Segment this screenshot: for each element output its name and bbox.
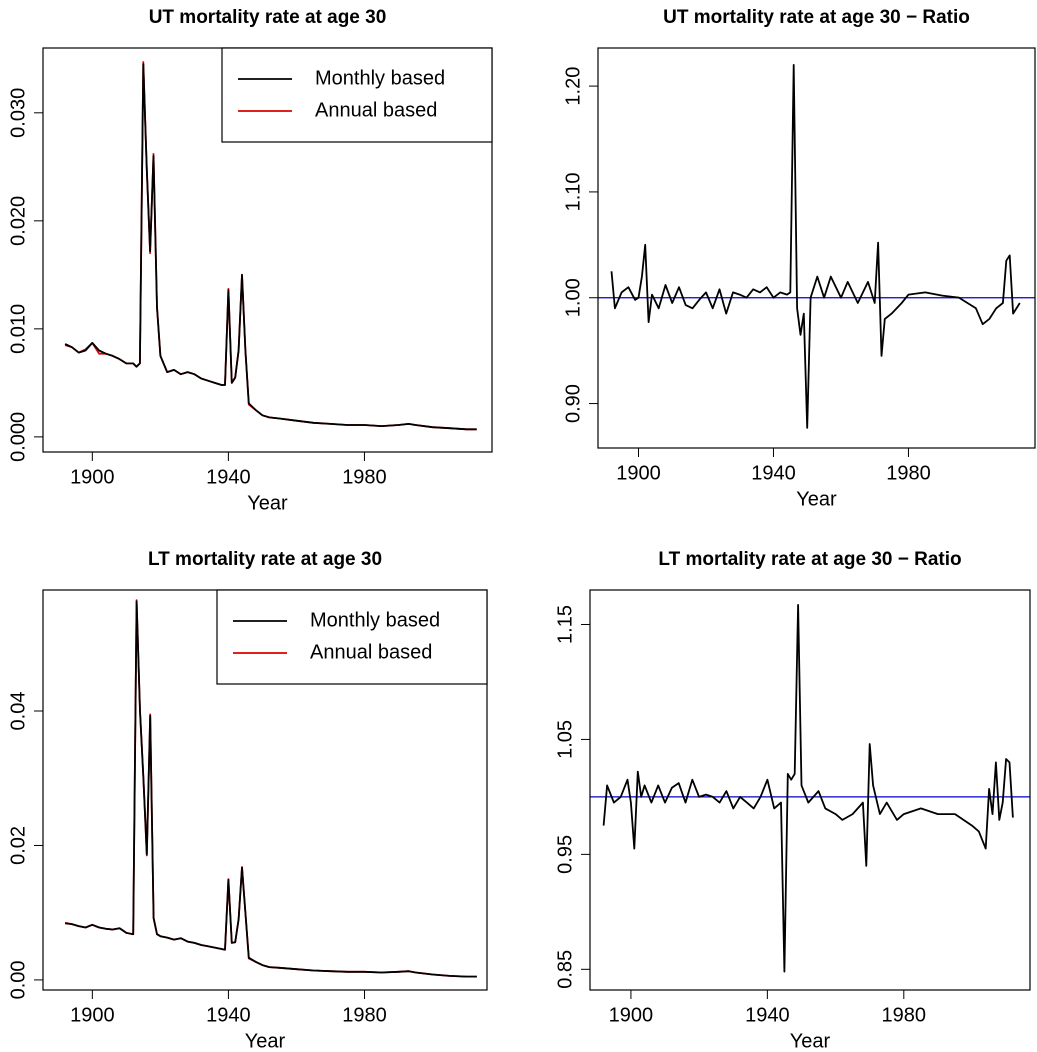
plot-frame xyxy=(589,589,1031,991)
panel-title: UT mortality rate at age 30 − Ratio xyxy=(663,7,970,28)
y-tick-label: 0.030 xyxy=(7,88,29,138)
y-tick-label: 1.15 xyxy=(554,605,576,644)
panel: LT mortality rate at age 30 Year 1900 1940 1… xyxy=(7,549,488,1052)
plot-frame xyxy=(597,47,1036,449)
x-tick-label: 1900 xyxy=(616,462,661,484)
y-tick-label: 0.020 xyxy=(7,196,29,246)
panel: LT mortality rate at age 30 − RatioYear1… xyxy=(554,549,1031,1052)
y-tick-label: 0.000 xyxy=(7,412,29,462)
x-axis-label: Year xyxy=(796,488,837,510)
y-tick-label: 1.10 xyxy=(562,172,584,211)
x-tick-label: 1940 xyxy=(751,462,796,484)
y-tick-label: 0.00 xyxy=(7,960,29,999)
x-tick-label: 1900 xyxy=(70,466,115,488)
panel: UT mortality rate at age 30 − RatioYear1… xyxy=(562,7,1036,510)
y-tick-label: 0.010 xyxy=(7,304,29,354)
panel-title: LT mortality rate at age 30 xyxy=(148,549,382,570)
y-tick-label: 0.95 xyxy=(554,835,576,874)
y-tick-label: 0.04 xyxy=(7,692,29,731)
x-tick-label: 1980 xyxy=(886,462,931,484)
legend-box xyxy=(216,589,488,685)
x-axis-label: Year xyxy=(247,492,288,514)
legend-box xyxy=(221,47,493,143)
x-axis-label: Year xyxy=(790,1030,831,1052)
x-tick-label: 1940 xyxy=(206,466,251,488)
y-tick-label: 0.90 xyxy=(562,384,584,423)
x-tick-label: 1900 xyxy=(70,1004,115,1026)
series-line xyxy=(65,600,477,978)
y-tick-label: 0.85 xyxy=(554,950,576,989)
panel: UT mortality rate at age 30 Year 1900 1940 1… xyxy=(7,7,493,514)
legend-label: Annual based xyxy=(310,641,432,663)
y-tick-label: 1.05 xyxy=(554,720,576,759)
x-tick-label: 1940 xyxy=(206,1004,251,1026)
x-tick-label: 1980 xyxy=(342,1004,387,1026)
y-tick-label: 1.20 xyxy=(562,67,584,106)
panel-title: UT mortality rate at age 30 xyxy=(149,7,387,28)
x-tick-label: 1980 xyxy=(882,1004,927,1026)
y-tick-label: 1.00 xyxy=(562,278,584,317)
x-tick-label: 1900 xyxy=(609,1004,654,1026)
x-tick-label: 1940 xyxy=(745,1004,790,1026)
x-tick-label: 1980 xyxy=(342,466,387,488)
x-axis-label: Year xyxy=(245,1030,286,1052)
legend-label: Monthly based xyxy=(310,609,440,631)
legend-label: Annual based xyxy=(315,99,437,121)
series-line xyxy=(610,64,1021,429)
series-line xyxy=(64,63,477,431)
series-line xyxy=(602,604,1014,973)
y-tick-label: 0.02 xyxy=(7,826,29,865)
panel-title: LT mortality rate at age 30 − Ratio xyxy=(658,549,961,570)
legend-label: Monthly based xyxy=(315,67,445,89)
